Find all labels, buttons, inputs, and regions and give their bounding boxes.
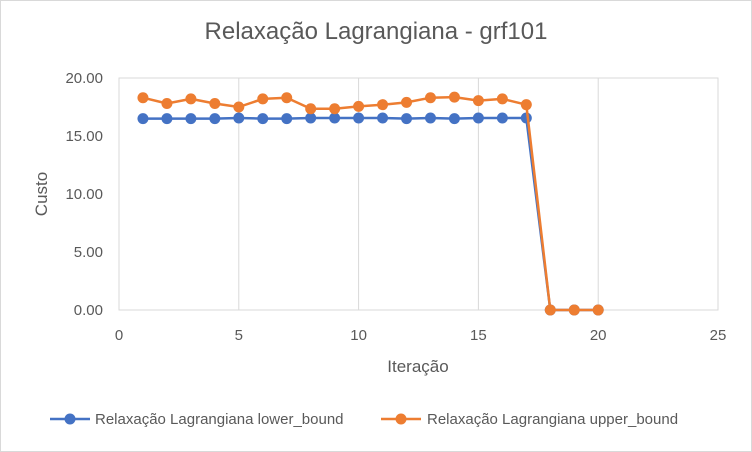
series-line (142, 95, 599, 312)
legend: Relaxação Lagrangiana lower_bound Relaxaç… (50, 411, 678, 428)
data-point (257, 113, 269, 125)
data-point (496, 93, 508, 105)
y-tick-label: 0.00 (74, 302, 103, 319)
chart-title: Relaxação Lagrangiana - grf101 (204, 18, 548, 45)
data-point (520, 99, 532, 111)
data-point (161, 113, 173, 125)
data-point (544, 304, 556, 316)
data-point (377, 112, 389, 124)
x-tick-label: 25 (710, 327, 727, 344)
data-point (448, 113, 460, 125)
data-point (472, 95, 484, 107)
data-point (185, 113, 197, 125)
series-layer (137, 91, 604, 316)
series-lower-bound (137, 112, 604, 316)
x-tick-label: 15 (470, 327, 487, 344)
data-point (281, 92, 293, 104)
y-tick-label: 10.00 (65, 186, 103, 203)
data-point (257, 93, 269, 105)
data-point (305, 112, 317, 124)
data-point (424, 92, 436, 104)
data-point (448, 91, 460, 103)
series-upper-bound (137, 91, 604, 316)
legend-marker (64, 413, 76, 425)
y-axis-title: Custo (32, 172, 51, 216)
legend-label: Relaxação Lagrangiana lower_bound (95, 411, 344, 428)
legend-item: Relaxação Lagrangiana lower_bound (50, 411, 344, 428)
y-tick-label: 5.00 (74, 244, 103, 261)
data-point (209, 113, 221, 125)
x-tick-label: 5 (235, 327, 243, 344)
data-point (137, 113, 149, 125)
data-point (329, 112, 341, 124)
data-point (329, 103, 341, 115)
plot-border (118, 77, 719, 311)
data-point (472, 112, 484, 124)
data-point (281, 113, 293, 125)
data-point (401, 96, 413, 108)
legend-item: Relaxação Lagrangiana upper_bound (381, 411, 678, 428)
x-tick-label: 10 (350, 327, 367, 344)
data-point (137, 92, 149, 104)
data-point (185, 93, 197, 105)
data-point (209, 98, 221, 110)
data-point (353, 112, 365, 124)
series-line (143, 116, 599, 312)
data-point (496, 112, 508, 124)
x-axis-title: Iteração (387, 357, 448, 376)
legend-marker (395, 413, 407, 425)
data-point (377, 99, 389, 111)
data-point (233, 112, 245, 124)
x-tick-label: 0 (115, 327, 123, 344)
data-point (353, 100, 365, 112)
grid-layer (118, 77, 719, 311)
data-point (424, 112, 436, 124)
data-point (401, 113, 413, 125)
y-tick-label: 15.00 (65, 128, 103, 145)
legend-label: Relaxação Lagrangiana upper_bound (427, 411, 678, 428)
x-tick-label: 20 (590, 327, 607, 344)
axis-layer: 0 5 10 15 20 25 0.00 5.00 10.00 15.00 20.00 (65, 70, 726, 344)
data-point (233, 101, 245, 113)
data-point (305, 103, 317, 115)
y-tick-label: 20.00 (65, 70, 103, 87)
data-point (161, 98, 173, 110)
data-point (592, 304, 604, 316)
data-point (568, 304, 580, 316)
